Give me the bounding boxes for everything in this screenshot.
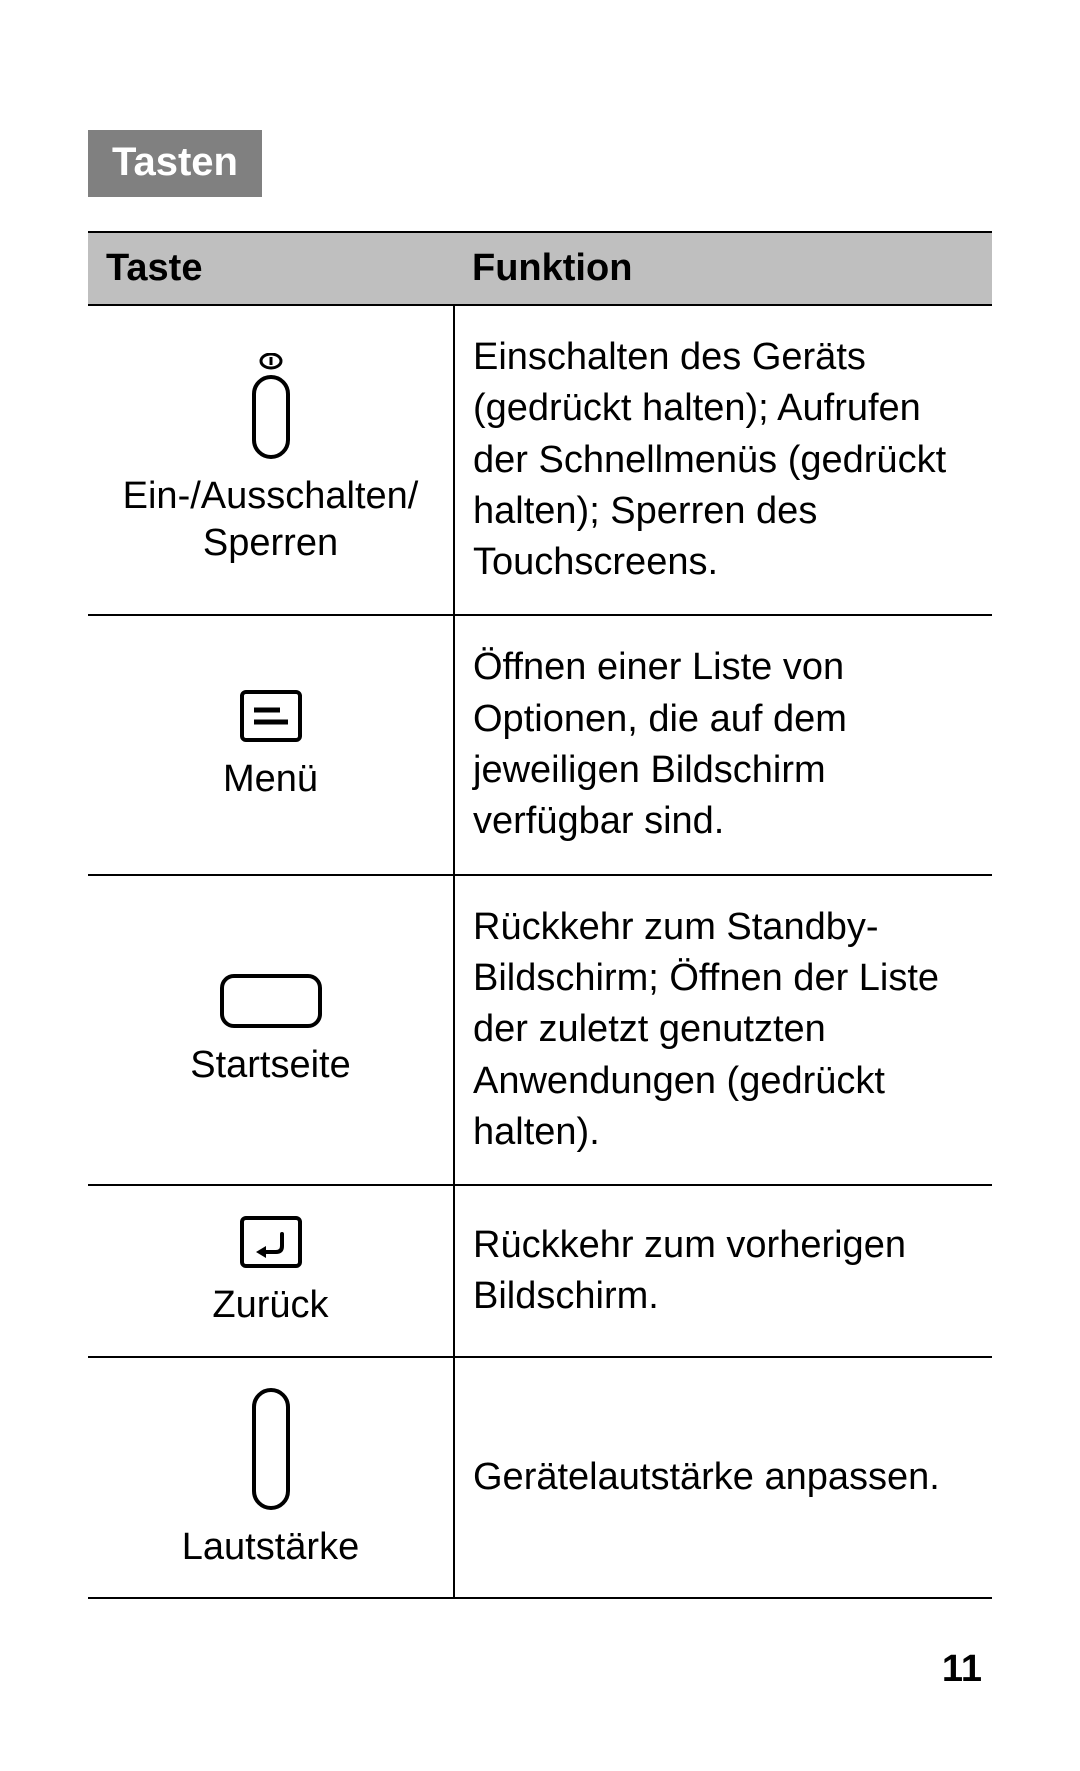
menu-button-icon [236,686,306,746]
home-button-icon [216,970,326,1032]
table-header-function: Funktion [454,232,992,305]
key-label: Menü [223,756,318,804]
section-title: Tasten [88,130,262,197]
table-row: Startseite Rückkehr zum Standby-Bildschi… [88,875,992,1185]
function-text: Rückkehr zum Standby-Bildschirm; Öffnen … [454,875,992,1185]
key-label: Zurück [212,1282,328,1330]
key-label: Startseite [190,1042,351,1090]
function-text: Öffnen einer Liste von Optionen, die auf… [454,615,992,874]
table-row: Menü Öffnen einer Liste von Optionen, di… [88,615,992,874]
volume-button-icon [248,1384,294,1514]
table-row: Ein-/Ausschalten/ Sperren Einschalten de… [88,305,992,615]
function-text: Rückkehr zum vorherigen Bildschirm. [454,1185,992,1357]
function-text: Einschalten des Geräts (gedrückt halten)… [454,305,992,615]
table-row: Zurück Rückkehr zum vorherigen Bildschir… [88,1185,992,1357]
key-label: Ein-/Ausschalten/ Sperren [123,473,419,568]
key-label: Lautstärke [182,1524,359,1572]
page-number: 11 [942,1648,982,1691]
table-row: Lautstärke Gerätelautstärke anpassen. [88,1357,992,1599]
back-button-icon [236,1212,306,1272]
page: Tasten Taste Funktion Ein-/Ausschalten/ [0,0,1080,1771]
power-button-icon [248,353,294,463]
buttons-table: Taste Funktion Ein-/Ausschalten/ Sperren [88,231,992,1599]
function-text: Gerätelautstärke anpassen. [454,1357,992,1599]
table-header-key: Taste [88,232,454,305]
